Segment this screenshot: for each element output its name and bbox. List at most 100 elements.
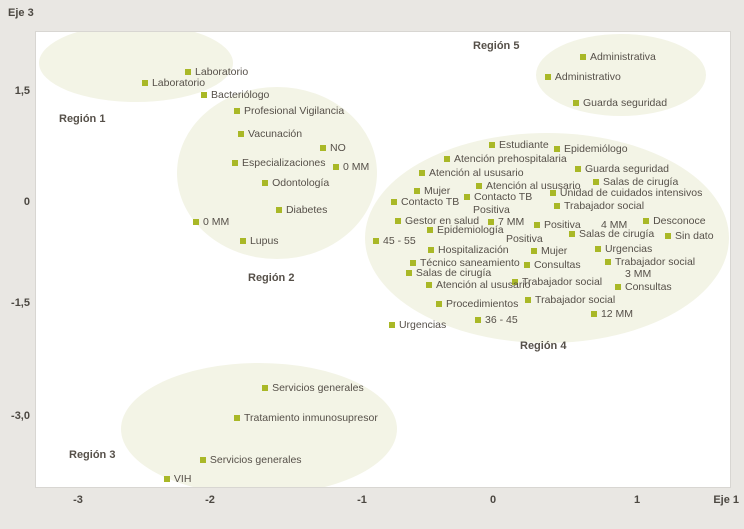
data-point: Hospitalización <box>428 243 509 257</box>
point-label: Desconoce <box>653 215 706 227</box>
point-label: Atención al ususario <box>435 279 531 292</box>
region-ellipse <box>177 87 377 259</box>
point-label: Unidad de cuidados intensivos <box>559 187 703 200</box>
point-label: Guarda seguridad <box>583 96 668 109</box>
data-point: Profesional Vigilancia <box>233 104 344 118</box>
point-label: Consultas <box>533 258 581 271</box>
data-point: Odontología <box>262 176 329 190</box>
region-ellipse <box>121 363 397 487</box>
data-point: Trabajador social <box>553 199 644 213</box>
region-label: Región 4 <box>520 340 567 352</box>
point-marker <box>614 283 621 290</box>
point-label: Odontología <box>272 176 330 189</box>
point-label: NO <box>330 141 346 154</box>
data-point: 3 MM <box>625 267 651 281</box>
data-point: Gestor en salud <box>394 214 479 228</box>
point-marker <box>568 231 575 237</box>
data-point: Bacteriólogo <box>201 88 269 102</box>
data-point: Unidad de cuidados intensivos <box>549 186 703 200</box>
point-label: Tratamiento inmunosupresor <box>243 412 378 424</box>
plot-area: Región 1 Región 2 Región 3 Región 4 Región 5… <box>35 31 731 488</box>
point-label: Consultas <box>624 280 672 293</box>
point-marker <box>320 144 327 151</box>
point-marker <box>428 247 435 253</box>
point-marker <box>444 156 451 163</box>
region-label: Región 5 <box>473 40 520 52</box>
data-point: Epidemiólogo <box>553 142 628 156</box>
y-tick-label: 1,5 <box>14 85 30 97</box>
point-marker <box>487 219 494 226</box>
data-point: 12 MM <box>590 307 633 321</box>
data-point: Atención prehospitalaria <box>444 152 567 166</box>
data-point: 36 - 45 <box>475 313 518 327</box>
data-point: Contacto TB <box>391 195 459 209</box>
data-point: Consultas <box>614 280 672 294</box>
point-label: Positiva <box>543 219 581 231</box>
data-point: Salas de cirugía <box>593 175 678 189</box>
point-label-line2: Positiva <box>473 204 510 217</box>
point-marker <box>475 182 482 189</box>
data-point: Trabajador social <box>511 275 602 289</box>
point-label: Salas de cirugía <box>603 175 679 188</box>
y-tick-label: -3,0 <box>11 410 30 422</box>
point-label: Epidemiólogo <box>563 142 628 155</box>
data-point: NO <box>320 141 346 155</box>
point-label: Sin dato <box>675 229 714 242</box>
point-label: Contacto TB <box>474 191 533 204</box>
data-point: Consultas <box>523 258 581 272</box>
point-marker <box>553 145 560 152</box>
point-label: Servicios generales <box>209 454 302 467</box>
data-point: 0 MM <box>192 215 229 229</box>
data-point: Estudiante <box>489 138 549 152</box>
point-label: Epidemiología <box>437 224 504 237</box>
data-point: VIH <box>163 472 191 486</box>
point-label: Estudiante <box>499 138 549 151</box>
point-marker <box>579 53 586 60</box>
point-label: Administrativo <box>554 70 621 83</box>
data-point: Lupus <box>239 234 279 248</box>
data-point: Urgencias <box>594 242 653 256</box>
point-label: Urgencias <box>604 242 653 255</box>
point-label: Procedimientos <box>445 297 519 310</box>
region-label: Región 3 <box>69 449 116 461</box>
point-label: Lupus <box>249 234 279 247</box>
data-point: Desconoce <box>643 214 706 228</box>
data-point: Trabajador social <box>525 293 615 307</box>
data-point: Técnico saneamiento <box>409 256 520 270</box>
point-marker <box>239 237 246 244</box>
point-marker <box>391 198 398 205</box>
data-point: Vacunación <box>238 127 302 141</box>
data-point: Laboratorio <box>141 76 206 90</box>
data-point: Contacto TB Positiva <box>464 190 532 216</box>
point-marker <box>201 91 208 98</box>
data-point: Administrativo <box>544 70 621 84</box>
data-point: Atención al ususario <box>425 278 531 292</box>
data-point: Mujer <box>413 184 450 198</box>
data-point: Procedimientos <box>435 297 519 311</box>
data-point: Servicios generales <box>262 381 364 395</box>
data-point: Mujer <box>531 244 567 258</box>
point-marker <box>544 73 551 80</box>
point-label: 4 MM <box>601 219 628 231</box>
point-marker <box>332 164 339 170</box>
point-label: Servicios generales <box>272 382 364 394</box>
point-marker <box>464 194 471 201</box>
y-axis-title: Eje 3 <box>8 7 34 19</box>
point-label: Contacto TB <box>401 195 460 208</box>
x-tick-label: 1 <box>633 494 641 506</box>
point-label: Laboratorio <box>151 77 206 89</box>
point-marker <box>525 296 532 303</box>
data-point: 4 MM <box>601 218 627 232</box>
point-label: Urgencias <box>398 318 447 331</box>
point-marker <box>594 245 601 252</box>
point-label: Diabetes <box>285 204 328 217</box>
point-marker <box>413 187 420 194</box>
point-marker <box>590 311 597 318</box>
y-tick-label: -1,5 <box>11 297 30 309</box>
point-marker <box>418 169 425 176</box>
data-point: Guarda seguridad <box>574 162 669 176</box>
data-point: Trabajador social <box>604 255 695 269</box>
point-label: 7 MM <box>497 216 525 229</box>
point-label: Trabajador social <box>535 293 616 306</box>
